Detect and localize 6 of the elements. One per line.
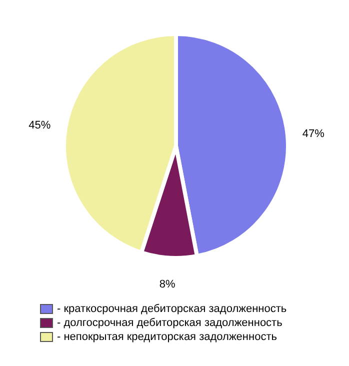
legend-label: - краткосрочная дебиторская задолженность <box>57 302 287 316</box>
data-label: 47% <box>302 128 325 140</box>
legend-label: - долгосрочная дебиторская задолженность <box>57 316 282 330</box>
data-label: 45% <box>28 119 51 132</box>
legend-label: - непокрытая кредиторская задолженность <box>57 330 277 344</box>
data-label: 8% <box>159 278 176 291</box>
